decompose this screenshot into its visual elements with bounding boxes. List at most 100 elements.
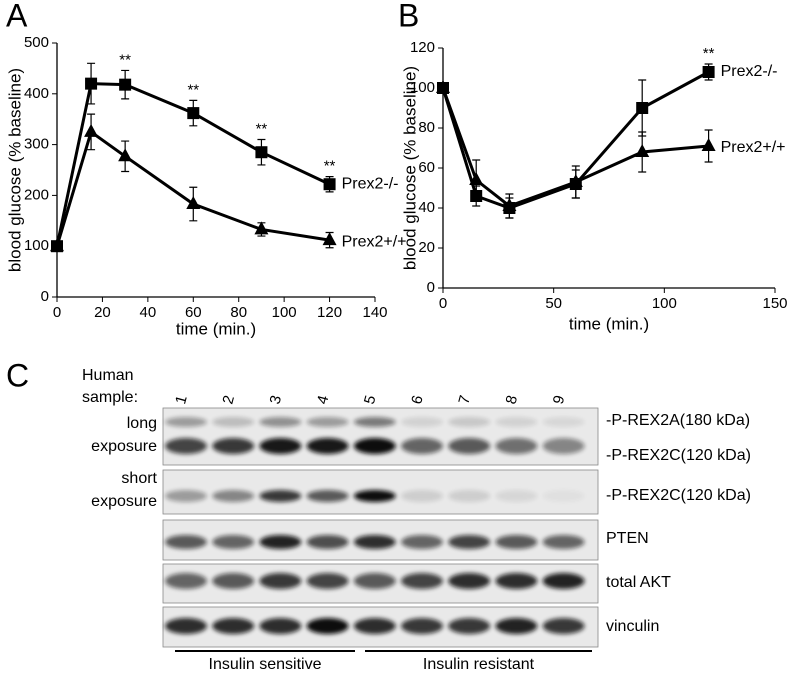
- band-label: total AKT: [606, 574, 671, 591]
- band: [401, 490, 443, 502]
- marker: [636, 102, 649, 114]
- band: [495, 535, 538, 549]
- sample-number: 8: [503, 394, 522, 406]
- series-label: Prex2+/+: [342, 233, 407, 250]
- band: [401, 417, 443, 427]
- band: [542, 618, 585, 634]
- marker: [186, 196, 201, 210]
- band: [448, 417, 491, 427]
- band-label: PTEN: [606, 530, 649, 547]
- marker: [436, 80, 450, 93]
- marker: [84, 123, 99, 137]
- x-tick-label: 140: [362, 304, 387, 321]
- y-tick-label: 120: [410, 39, 435, 56]
- band: [401, 573, 443, 589]
- y-tick-label: 60: [418, 159, 435, 176]
- band: [212, 618, 255, 634]
- band: [495, 573, 538, 589]
- band: [448, 573, 491, 589]
- sample-header: Human: [82, 367, 134, 384]
- x-tick-label: 150: [762, 295, 787, 312]
- y-tick-label: 100: [410, 79, 435, 96]
- marker: [322, 232, 337, 246]
- band: [542, 417, 585, 427]
- band: [259, 438, 302, 454]
- sample-header: sample:: [82, 389, 138, 406]
- band: [353, 573, 396, 589]
- x-axis-title: time (min.): [176, 319, 256, 338]
- band: [165, 535, 207, 549]
- y-tick-label: 20: [418, 239, 435, 256]
- series-line: [441, 70, 710, 210]
- band: [448, 438, 491, 454]
- band: [353, 535, 396, 549]
- y-tick-label: 40: [418, 199, 435, 216]
- y-tick-label: 500: [24, 34, 49, 51]
- x-tick-label: 80: [230, 304, 247, 321]
- group-label: Insulin resistant: [423, 656, 535, 673]
- band: [542, 490, 585, 502]
- x-tick-label: 0: [439, 295, 447, 312]
- band: [306, 417, 349, 427]
- sample-number: 2: [219, 394, 238, 406]
- band: [448, 535, 491, 549]
- band: [165, 573, 207, 589]
- band: [495, 618, 538, 634]
- x-tick-label: 40: [140, 304, 157, 321]
- band: [212, 535, 255, 549]
- x-tick-label: 100: [272, 304, 297, 321]
- band: [401, 535, 443, 549]
- y-tick-label: 400: [24, 85, 49, 102]
- band: [542, 535, 585, 549]
- row-label: exposure: [91, 493, 157, 510]
- sample-number: 9: [550, 394, 569, 406]
- marker: [118, 148, 133, 162]
- marker: [502, 198, 517, 211]
- band: [212, 490, 255, 502]
- annotation: **: [187, 81, 199, 98]
- band: [259, 490, 302, 502]
- band: [353, 417, 396, 427]
- band: [353, 438, 396, 454]
- marker: [254, 221, 269, 235]
- band: [495, 490, 538, 502]
- series-line: [441, 87, 709, 208]
- group-label: Insulin sensitive: [209, 656, 322, 673]
- band: [306, 573, 349, 589]
- marker: [85, 77, 98, 90]
- marker: [635, 144, 650, 157]
- y-tick-label: 300: [24, 136, 49, 153]
- band: [259, 618, 302, 634]
- marker: [50, 238, 64, 252]
- y-tick-label: 200: [24, 186, 49, 203]
- y-axis-title: blood glucose (% baseline): [400, 66, 419, 270]
- band: [306, 535, 349, 549]
- marker: [701, 138, 716, 151]
- x-tick-label: 120: [317, 304, 342, 321]
- band: [542, 573, 585, 589]
- band-label: -P-REX2C(120 kDa): [606, 447, 751, 464]
- y-axis-title: blood glucose (% baseline): [5, 68, 24, 272]
- band: [212, 573, 255, 589]
- y-tick-label: 0: [427, 279, 435, 296]
- band: [165, 438, 207, 454]
- band: [542, 438, 585, 454]
- band: [259, 535, 302, 549]
- marker: [255, 146, 268, 159]
- annotation: **: [119, 51, 131, 68]
- marker: [568, 174, 583, 187]
- marker: [702, 66, 715, 78]
- panel-label: C: [6, 357, 29, 393]
- panel-label: A: [6, 0, 28, 33]
- band: [495, 417, 538, 427]
- x-axis-title: time (min.): [569, 314, 649, 333]
- series-line: [55, 129, 330, 247]
- y-tick-label: 80: [418, 119, 435, 136]
- annotation: **: [256, 120, 268, 137]
- sample-number: 3: [267, 394, 286, 406]
- marker: [323, 178, 336, 191]
- band: [306, 490, 349, 502]
- band: [353, 618, 396, 634]
- band: [165, 490, 207, 502]
